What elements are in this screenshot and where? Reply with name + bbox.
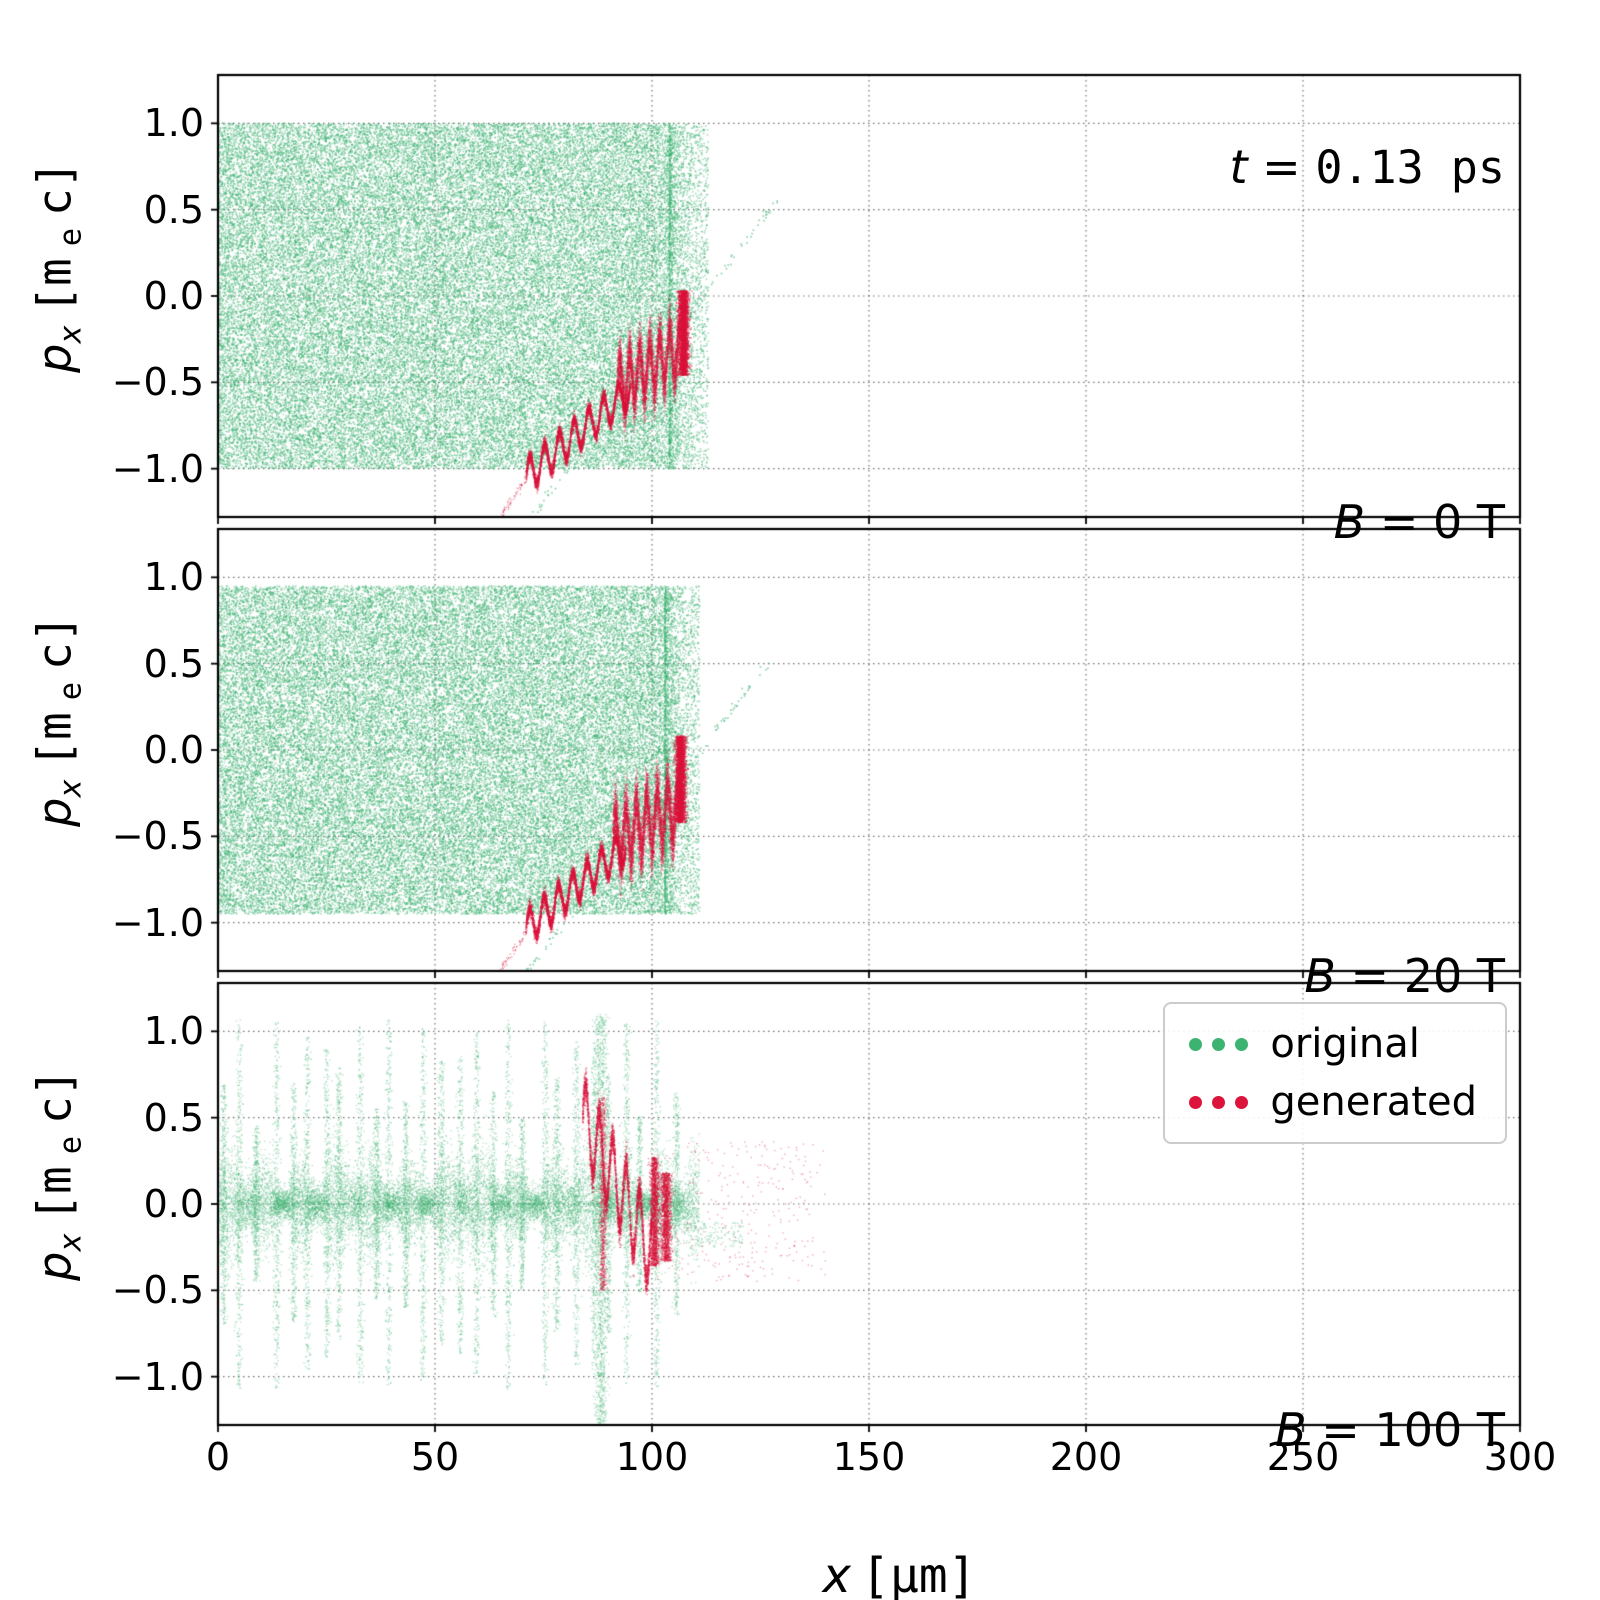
y-tick-label: −0.5 — [111, 1268, 204, 1313]
field-value: 20 T — [1403, 948, 1505, 1003]
dot-icon — [1212, 1095, 1226, 1109]
y-tick-label: 0.5 — [143, 1095, 204, 1140]
ylabel-unit-end: c] — [27, 160, 82, 217]
field-value: 0 T — [1433, 494, 1505, 549]
x-axis-label: x [μm] — [761, 1492, 977, 1600]
xlabel-unit: [μm] — [860, 1548, 977, 1600]
x-tick-label: 150 — [832, 1435, 906, 1479]
y-tick-label: 1.0 — [143, 101, 204, 146]
time-variable: t — [1229, 139, 1248, 194]
field-annotation-b0: B = 0 T — [1275, 443, 1505, 602]
ylabel-unit-subscript: e — [53, 228, 89, 247]
ylabel-variable: p — [27, 1251, 82, 1281]
ylabel-subscript: x — [53, 1233, 89, 1252]
y-tick-label: 0.0 — [143, 1182, 204, 1226]
dot-icon — [1235, 1095, 1249, 1109]
time-value: 0.13 ps — [1315, 140, 1505, 194]
ylabel-unit-subscript: e — [53, 1136, 89, 1155]
ylabel-unit-subscript: e — [53, 682, 89, 701]
legend-marker-original — [1189, 1037, 1249, 1051]
x-tick-label: 300 — [1483, 1435, 1557, 1479]
legend-item-original: original — [1189, 1022, 1477, 1066]
y-tick-label: −1.0 — [111, 446, 204, 491]
ylabel-variable: p — [27, 343, 82, 373]
y-tick-label: 1.0 — [143, 1009, 204, 1054]
x-tick-label: 0 — [205, 1435, 231, 1479]
x-tick-label: 250 — [1266, 1435, 1340, 1479]
field-annotation-b20: B = 20 T — [1246, 897, 1505, 1056]
ylabel-subscript: x — [53, 325, 89, 344]
legend-marker-generated — [1189, 1095, 1249, 1109]
field-variable: B — [1333, 494, 1366, 549]
field-equals: = — [1365, 494, 1433, 549]
y-tick-label: 0.0 — [143, 274, 204, 318]
time-annotation: t = 0.13 ps — [1171, 88, 1506, 247]
field-equals: = — [1306, 1402, 1375, 1457]
legend-item-generated: generated — [1189, 1080, 1477, 1124]
ylabel-unit: [m — [27, 258, 82, 314]
legend-label-generated: generated — [1270, 1079, 1477, 1125]
ylabel-variable: p — [27, 797, 82, 827]
y-axis-label-top: px [m e c] — [0, 161, 143, 432]
y-tick-label: −0.5 — [111, 814, 204, 859]
y-tick-label: −0.5 — [111, 360, 204, 405]
y-axis-label-bottom: px [m e c] — [0, 1069, 143, 1340]
ylabel-unit-end: c] — [27, 1068, 82, 1125]
field-equals: = — [1335, 948, 1404, 1003]
ylabel-unit-end: c] — [27, 614, 82, 671]
field-annotation-b100: B = 100 T — [1217, 1351, 1505, 1510]
legend: original generated — [1163, 1002, 1507, 1144]
y-tick-label: −1.0 — [111, 900, 204, 945]
field-value: 100 T — [1374, 1402, 1505, 1457]
ylabel-unit: [m — [27, 712, 82, 768]
time-equals: = — [1247, 139, 1316, 194]
y-tick-label: 1.0 — [143, 555, 204, 600]
x-tick-label: 100 — [615, 1435, 689, 1479]
xlabel-variable: x — [822, 1548, 851, 1600]
ylabel-subscript: x — [53, 779, 89, 798]
field-variable: B — [1275, 1402, 1307, 1457]
y-tick-label: 0.5 — [143, 187, 204, 232]
dot-icon — [1189, 1095, 1203, 1109]
dot-icon — [1235, 1037, 1249, 1051]
y-tick-label: −1.0 — [111, 1354, 204, 1399]
dot-icon — [1189, 1037, 1203, 1051]
y-tick-label: 0.0 — [143, 728, 204, 772]
y-tick-label: 0.5 — [143, 641, 204, 686]
x-tick-label: 50 — [410, 1435, 460, 1479]
x-tick-label: 200 — [1049, 1435, 1123, 1479]
legend-label-original: original — [1270, 1021, 1420, 1067]
y-axis-label-middle: px [m e c] — [0, 615, 143, 886]
field-variable: B — [1304, 948, 1336, 1003]
ylabel-unit: [m — [27, 1166, 82, 1222]
dot-icon — [1212, 1037, 1226, 1051]
